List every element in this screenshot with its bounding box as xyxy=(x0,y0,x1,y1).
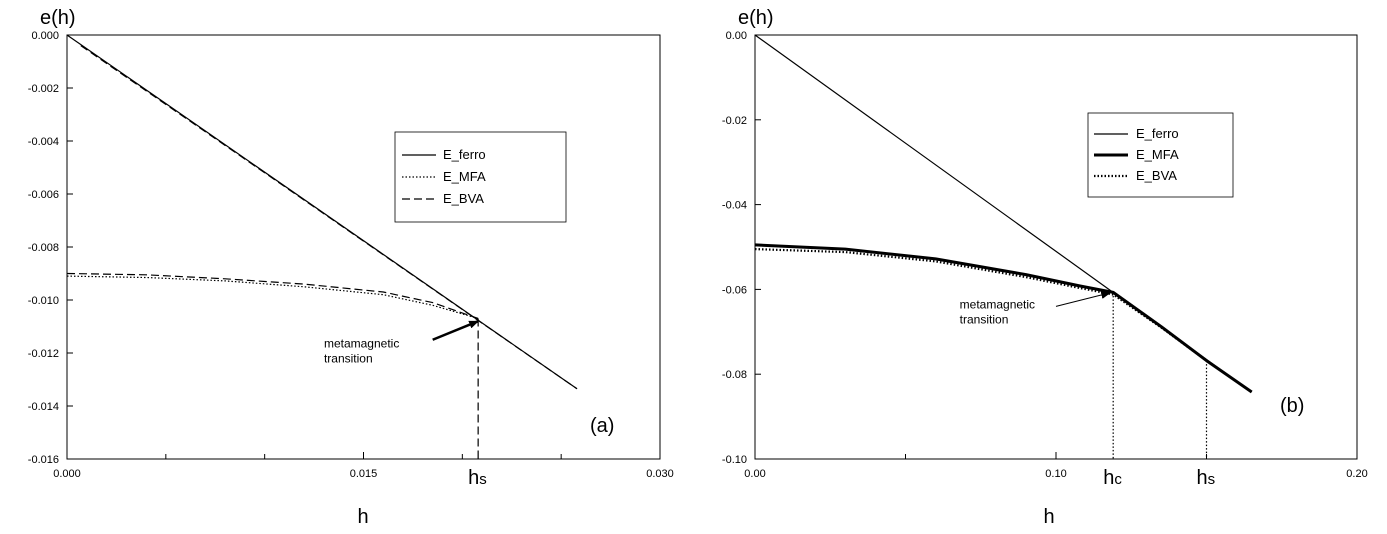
series-e-mfa-line xyxy=(754,243,1253,394)
annotation-arrow-a xyxy=(432,320,480,341)
annotation-line-2-a: transition xyxy=(324,352,373,366)
plot-frame-a xyxy=(66,34,661,460)
y-tick-label: -0.02 xyxy=(722,115,747,127)
y-tick-label: -0.006 xyxy=(28,189,59,201)
y-axis-label-b: e(h) xyxy=(738,7,774,29)
series-guide-line xyxy=(80,45,578,390)
series-e-mfa-line xyxy=(66,275,479,320)
y-tick-label: 0.00 xyxy=(726,30,747,42)
plot-frame-b xyxy=(754,34,1358,460)
panel-label-a: (a) xyxy=(590,415,614,437)
x-axis-label-a: h xyxy=(357,506,368,528)
legend-label-e-bva-b: E_BVA xyxy=(1136,168,1177,183)
y-tick-label: -0.008 xyxy=(28,242,59,254)
legend-b: E_ferro E_MFA E_BVA xyxy=(1087,112,1234,198)
legend-label-e-mfa-b: E_MFA xyxy=(1136,147,1179,162)
x-tick-label: 0.20 xyxy=(1346,468,1367,480)
y-tick-label: 0.000 xyxy=(31,30,59,42)
legend-label-e-ferro-a: E_ferro xyxy=(443,147,486,162)
vline-label-hc: hc xyxy=(1103,467,1122,489)
y-tick-label: -0.016 xyxy=(28,454,59,466)
legend-label-e-bva-a: E_BVA xyxy=(443,191,484,206)
y-tick-label: -0.010 xyxy=(28,295,59,307)
legend-label-e-mfa-a: E_MFA xyxy=(443,169,486,184)
legend-label-e-ferro-b: E_ferro xyxy=(1136,126,1179,141)
legend-a: E_ferro E_MFA E_BVA xyxy=(394,131,567,223)
y-tick-label: -0.08 xyxy=(722,369,747,381)
x-tick-label: 0.00 xyxy=(744,468,765,480)
annotation-line-1-b: metamagnetic xyxy=(960,297,1035,311)
annotation-line-1-a: metamagnetic xyxy=(324,337,399,351)
y-tick-label: -0.004 xyxy=(28,136,59,148)
chart-panel-a: e(h) h (a) 0.000 -0.002 -0.004 -0.006 -0.008… xyxy=(28,7,674,528)
y-tick-label: -0.002 xyxy=(28,83,59,95)
annotation-line-2-b: transition xyxy=(960,312,1009,326)
vline-label-hs: hs xyxy=(1197,467,1216,489)
y-axis-label-a: e(h) xyxy=(40,7,76,29)
x-tick-label: 0.015 xyxy=(350,468,378,480)
x-axis-label-b: h xyxy=(1043,506,1054,528)
vline-label-hs: hs xyxy=(468,467,487,489)
y-tick-label: -0.012 xyxy=(28,348,59,360)
annotation-arrow-b xyxy=(1055,291,1112,307)
panel-label-b: (b) xyxy=(1280,395,1304,417)
x-tick-label: 0.000 xyxy=(53,468,81,480)
annotation-metamagnetic-b: metamagnetic transition xyxy=(960,291,1112,326)
y-tick-label: -0.014 xyxy=(28,401,59,413)
y-tick-label: -0.10 xyxy=(722,454,747,466)
y-tick-label: -0.06 xyxy=(722,284,747,296)
chart-panel-b: e(h) h (b) 0.00 -0.02 -0.04 -0.06 -0.08 -0.10… xyxy=(722,7,1368,528)
x-tick-label: 0.030 xyxy=(646,468,674,480)
annotation-metamagnetic-a: metamagnetic transition xyxy=(324,320,480,366)
y-tick-label: -0.04 xyxy=(722,200,747,212)
series-e-bva-line xyxy=(66,272,479,320)
legend-box-a xyxy=(394,131,567,223)
x-tick-label: 0.10 xyxy=(1045,468,1066,480)
